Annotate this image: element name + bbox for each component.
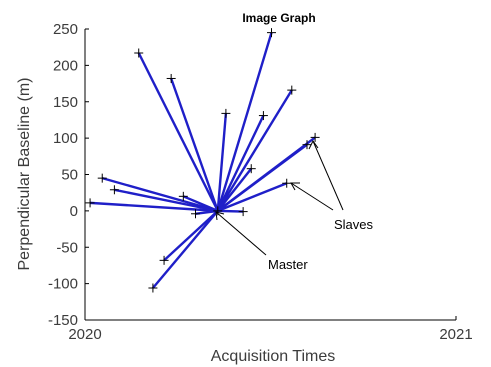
slave-marker	[190, 209, 200, 219]
slave-marker	[166, 73, 176, 83]
x-tick-label: 2021	[439, 326, 472, 343]
y-tick-label: -150	[48, 312, 78, 329]
x-tick-labels: 2020 2021	[68, 326, 472, 343]
y-tick-label: 100	[53, 130, 78, 147]
slaves-arrow-upper	[312, 140, 344, 211]
slaves-arrow-lower	[290, 182, 334, 211]
baseline-edge	[137, 52, 219, 212]
baseline-edge	[163, 209, 219, 262]
baseline-edge	[114, 188, 219, 213]
slave-marker	[258, 111, 268, 121]
y-tick-labels: -150 -100 -50 0 50 100 150 200 250	[48, 21, 78, 329]
slave-marker	[134, 48, 144, 58]
baseline-edge	[217, 182, 288, 212]
master-label: Master	[268, 257, 308, 272]
y-tick-label: 150	[53, 94, 78, 111]
slave-marker	[178, 191, 188, 201]
slaves-label: Slaves	[334, 217, 374, 232]
slave-marker	[97, 173, 107, 183]
slave-marker	[302, 140, 312, 150]
master-arrow-head	[215, 211, 225, 221]
slaves-arrow-upper-head	[308, 140, 319, 150]
slaves-arrow-lower-head	[290, 182, 300, 191]
slave-marker	[310, 132, 320, 142]
baseline-edge	[217, 136, 316, 212]
y-tick-label: -100	[48, 276, 78, 293]
slave-marker	[282, 178, 292, 188]
slave-marker	[159, 255, 169, 265]
acquisition-markers	[85, 28, 320, 293]
baseline-edge	[216, 115, 265, 212]
x-tick-label: 2020	[68, 326, 101, 343]
slave-marker	[287, 85, 297, 95]
y-tick-label: -50	[56, 239, 78, 256]
slave-marker	[148, 283, 158, 293]
slave-marker	[238, 207, 248, 217]
baseline-edges	[89, 32, 316, 289]
axes	[84, 28, 457, 321]
master-arrow	[215, 211, 267, 256]
y-tick-label: 200	[53, 57, 78, 74]
y-tick-label: 0	[70, 203, 78, 220]
baseline-edge	[170, 78, 219, 212]
slaves-annotation: Slaves	[290, 140, 374, 232]
baseline-edge	[216, 32, 273, 212]
baseline-edge	[151, 210, 219, 289]
slave-marker	[267, 28, 277, 38]
baseline-edge	[89, 201, 218, 213]
slave-marker	[85, 198, 95, 208]
baseline-edge	[216, 89, 293, 212]
baseline-edge	[216, 113, 228, 211]
baseline-edge	[182, 195, 219, 212]
slave-marker	[109, 185, 119, 195]
chart-title: Image Graph	[242, 11, 315, 25]
x-axis-title: Acquisition Times	[211, 348, 336, 365]
baseline-edge	[101, 176, 219, 213]
y-tick-label: 250	[53, 21, 78, 38]
y-tick-label: 50	[61, 167, 78, 184]
y-axis-title: Perpendicular Baseline (m)	[16, 78, 33, 271]
slave-marker	[221, 108, 231, 118]
slave-marker	[246, 164, 256, 174]
master-annotation: Master	[215, 211, 308, 272]
